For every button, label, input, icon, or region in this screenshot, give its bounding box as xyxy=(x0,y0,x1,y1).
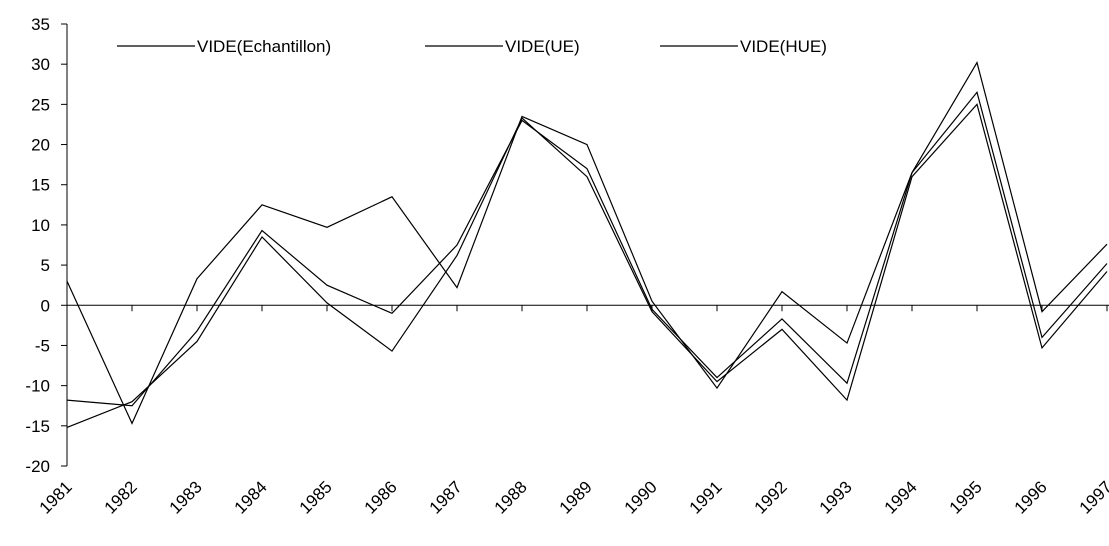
x-tick-label: 1982 xyxy=(101,477,141,517)
series-line xyxy=(66,91,1108,407)
x-tick-label: 1993 xyxy=(816,477,856,517)
legend-label: VIDE(Echantillon) xyxy=(197,37,331,56)
x-tick-label: 1995 xyxy=(946,477,986,517)
y-tick-label: -5 xyxy=(35,336,50,355)
y-tick-label: 15 xyxy=(31,176,50,195)
x-tick-label: 1989 xyxy=(556,477,596,517)
x-tick-label: 1986 xyxy=(361,477,401,517)
y-tick-label: -20 xyxy=(25,457,50,476)
x-tick-label: 1984 xyxy=(231,477,271,517)
legend-label: VIDE(HUE) xyxy=(740,37,827,56)
legend-label: VIDE(UE) xyxy=(505,37,580,56)
x-tick-label: 1990 xyxy=(621,477,661,517)
x-tick-label: 1981 xyxy=(36,477,76,517)
x-tick-label: 1992 xyxy=(751,477,791,517)
x-tick-label: 1994 xyxy=(881,477,921,517)
y-tick-label: 0 xyxy=(41,296,50,315)
x-tick-label: 1983 xyxy=(166,477,206,517)
y-tick-label: -15 xyxy=(25,417,50,436)
x-tick-label: 1988 xyxy=(491,477,531,517)
x-tick-label: 1991 xyxy=(686,477,726,517)
y-tick-label: 20 xyxy=(31,136,50,155)
x-tick-label: 1996 xyxy=(1011,477,1051,517)
x-tick-label: 1997 xyxy=(1076,477,1109,517)
y-tick-label: 25 xyxy=(31,95,50,114)
y-tick-label: 35 xyxy=(31,15,50,34)
x-tick-label: 1985 xyxy=(296,477,336,517)
y-tick-label: -10 xyxy=(25,377,50,396)
series-line xyxy=(66,61,1108,425)
x-tick-label: 1987 xyxy=(426,477,466,517)
y-tick-label: 30 xyxy=(31,55,50,74)
y-tick-label: 5 xyxy=(41,256,50,275)
y-tick-label: 10 xyxy=(31,216,50,235)
series-line xyxy=(66,103,1108,428)
